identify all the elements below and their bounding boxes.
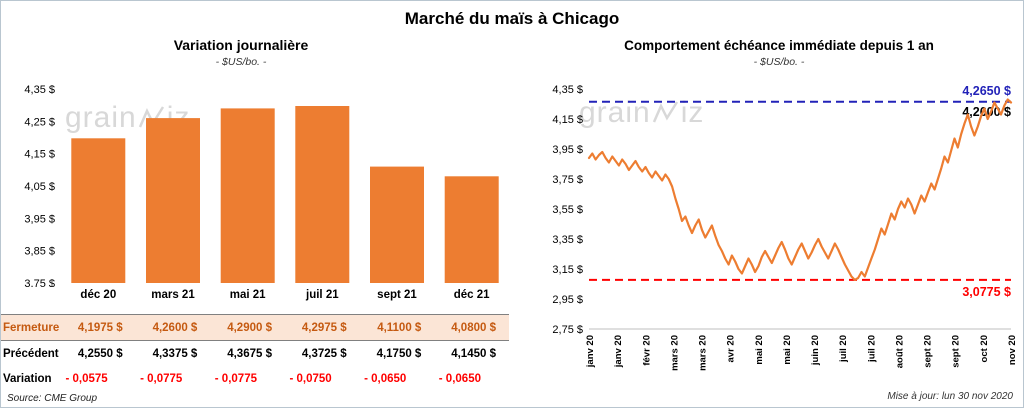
table-cell: - 0,0775 <box>214 372 257 385</box>
x-axis-tick-label: févr 20 <box>641 335 652 366</box>
table-cell: 4,2550 $ <box>77 347 123 360</box>
watermark-text: grain <box>65 101 137 134</box>
x-axis-tick-label: mai 20 <box>782 335 793 365</box>
y-axis-tick-label: 4,15 $ <box>24 149 55 161</box>
table-cell: 4,3725 $ <box>301 347 347 360</box>
row-label-variation: Variation <box>3 372 52 385</box>
y-axis-tick-label: 3,75 $ <box>552 174 583 186</box>
y-axis-tick-label: 3,85 $ <box>24 246 55 258</box>
table-cell: 4,2975 $ <box>301 321 347 334</box>
bar-sept 21 <box>370 166 424 283</box>
x-axis-tick-label: avr 20 <box>726 335 737 362</box>
table-cell: 4,1100 $ <box>377 321 422 334</box>
x-axis-tick-label: sept 20 <box>951 335 962 368</box>
price-table: Fermeture 4,1975 $ 4,2600 $ 4,2900 $ 4,2975… <box>1 314 509 391</box>
watermark-text: iz <box>680 96 705 129</box>
x-axis-tick-label: mars 20 <box>698 335 709 371</box>
x-axis-tick-label: mai 20 <box>754 335 765 365</box>
price-line <box>587 98 1013 281</box>
y-axis-tick-label: 3,35 $ <box>552 234 583 246</box>
y-axis-tick-label: 3,95 $ <box>24 213 55 225</box>
x-axis-tick-label: oct 20 <box>979 335 990 362</box>
table-cell: - 0,0775 <box>140 372 183 385</box>
table-cell: 4,2600 $ <box>152 321 198 334</box>
y-axis-tick-label: 3,75 $ <box>24 278 55 287</box>
y-axis-tick-label: 4,35 $ <box>552 84 583 96</box>
last-updated-note: Mise à jour: lun 30 nov 2020 <box>887 391 1013 402</box>
watermark-zigzag-icon <box>138 106 164 128</box>
table-cell: 4,1750 $ <box>376 347 422 360</box>
left-chart-units: - $US/bo. - <box>215 56 267 68</box>
spacer <box>1 289 61 301</box>
right-chart-title: Comportement échéance immédiate depuis 1… <box>624 38 934 53</box>
bar-déc 21 <box>444 176 499 283</box>
category-label: déc 20 <box>80 289 117 301</box>
source-note: Source: CME Group <box>7 393 98 404</box>
y-axis-tick-label: 4,35 $ <box>24 84 55 96</box>
right-chart-units: - $US/bo. - <box>753 56 805 68</box>
x-axis-tick-label: sept 20 <box>923 335 934 368</box>
table-cell: - 0,0575 <box>65 372 108 385</box>
bar-déc 20 <box>71 138 126 283</box>
row-label-fermeture: Fermeture <box>3 321 60 334</box>
category-label: juil 21 <box>306 289 339 301</box>
category-label: déc 21 <box>453 289 490 301</box>
y-axis-tick-label: 4,15 $ <box>552 114 583 126</box>
y-axis-tick-label: 4,25 $ <box>24 116 55 128</box>
page-title: Marché du maïs à Chicago <box>404 9 620 28</box>
x-axis-tick-label: janv 20 <box>613 335 624 368</box>
x-axis-tick-label: juin 20 <box>810 335 821 366</box>
category-label: sept 21 <box>377 289 417 301</box>
y-axis-tick-label: 4,05 $ <box>24 181 55 193</box>
x-axis-tick-label: août 20 <box>895 335 906 368</box>
table-cell: - 0,0650 <box>364 372 407 385</box>
table-cell: 4,1975 $ <box>77 321 123 334</box>
category-label: mars 21 <box>151 289 195 301</box>
y-axis-tick-label: 3,55 $ <box>552 204 583 216</box>
bar-juil 21 <box>295 106 350 283</box>
table-cell: 4,2900 $ <box>227 321 272 334</box>
table-cell: 4,0800 $ <box>451 321 496 334</box>
category-header-row: déc 20 mars 21 mai 21 juil 21 sept 21 déc 21 <box>1 289 509 301</box>
table-row-variation: Variation - 0,0575 - 0,0775 - 0,0775 - 0,07… <box>1 366 509 391</box>
table-cell: - 0,0750 <box>289 372 332 385</box>
lower-reference-label: 3,0775 $ <box>962 285 1011 299</box>
x-axis-tick-label: juil 20 <box>838 335 849 363</box>
last-value-label: 4,2600 $ <box>962 105 1011 119</box>
x-axis-tick-label: juil 20 <box>866 335 877 363</box>
y-axis-tick-label: 2,75 $ <box>552 324 583 336</box>
table-row-fermeture: Fermeture 4,1975 $ 4,2600 $ 4,2900 $ 4,2975… <box>1 314 509 341</box>
table-cell: 4,3675 $ <box>227 347 272 360</box>
x-axis-tick-label: nov 20 <box>1007 335 1018 365</box>
row-label-precedent: Précédent <box>3 347 59 360</box>
watermark-zigzag-icon <box>652 101 678 123</box>
y-axis-tick-label: 3,15 $ <box>552 264 583 276</box>
bar-mars 21 <box>146 118 200 283</box>
left-chart-title: Variation journalière <box>173 37 309 53</box>
table-cell: 4,3375 $ <box>152 347 198 360</box>
x-axis-tick-label: janv 20 <box>585 335 596 368</box>
category-label: mai 21 <box>229 289 266 301</box>
table-row-precedent: Précédent 4,2550 $ 4,3375 $ 4,3675 $ 4,3725… <box>1 341 509 366</box>
y-axis-tick-label: 2,95 $ <box>552 294 583 306</box>
table-cell: 4,1450 $ <box>451 347 496 360</box>
daily-variation-bar-chart: 4,35 $ 4,25 $ 4,15 $ 4,05 $ 3,95 $ 3,85 $ 3,75… <box>24 84 499 287</box>
y-axis-tick-label: 3,95 $ <box>552 144 583 156</box>
bar-mai 21 <box>220 108 275 284</box>
x-axis-tick-label: mars 20 <box>669 335 680 371</box>
front-month-line-chart: 4,35 $ 4,15 $ 3,95 $ 3,75 $ 3,55 $ 3,35 $ 3,15… <box>552 84 1018 371</box>
table-cell: - 0,0650 <box>438 372 481 385</box>
upper-reference-label: 4,2650 $ <box>962 84 1011 98</box>
